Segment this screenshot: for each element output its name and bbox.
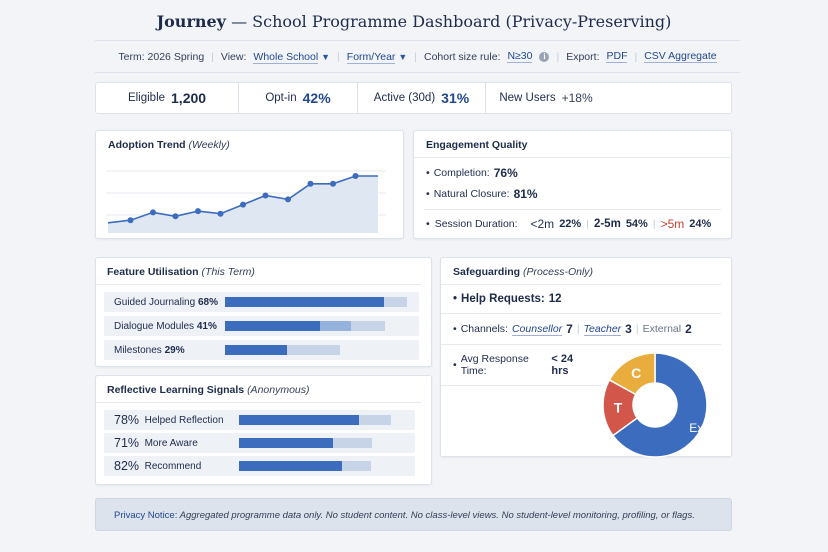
app-name: Journey [156,12,226,31]
adoption-trend-card: Adoption Trend (Weekly) [95,130,404,239]
counsellor-link[interactable]: Counsellor [511,322,563,336]
trend-point [240,201,246,208]
trend-point [217,210,224,217]
caret-down-icon: ▼ [398,51,408,62]
feature-row: Dialogue Modules 41% [104,316,419,336]
engagement-quality-card: Engagement Quality • Completion: 76% • N… [413,130,732,239]
trend-point [262,192,269,199]
caret-down-icon: ▼ [321,51,331,62]
view-value: Whole School [253,50,319,64]
feature-bar [225,297,407,307]
trend-point [307,180,314,187]
view-label: View: [220,50,247,63]
completion-stat: • Completion: 76% [426,166,518,180]
privacy-notice: Privacy Notice: Aggregated programme dat… [95,498,732,531]
trend-point [285,196,291,203]
feature-bar-fill [225,321,321,331]
donut-label: Ext [689,421,707,435]
adoption-line-chart [106,170,386,233]
signal-bar [239,438,372,448]
filter-bar: Term: 2026 Spring | View: Whole School ▼ |… [95,40,740,73]
feature-bar [225,321,385,331]
response-time-stat: • Avg Response Time: < 24 hrs [441,353,601,386]
signal-row: 82% Recommend [104,456,415,476]
export-pdf-link[interactable]: PDF [606,50,628,63]
help-requests-stat: • Help Requests: 12 [441,293,721,314]
feature-bar [225,345,340,355]
channels-stat: • Channels: Counsellor 7 | Teacher 3 | Externa… [441,322,721,345]
export-csv-link[interactable]: CSV Aggregate [644,50,717,63]
teacher-link[interactable]: Teacher [583,322,622,336]
closure-stat: • Natural Closure: 81% [424,187,721,210]
donut-label: T [614,399,623,415]
reflective-signals-card: Reflective Learning Signals (Anonymous) … [95,375,432,485]
cohort-label: Cohort size rule: [424,50,501,63]
feature-bar-fill [225,345,287,355]
feature-row: Milestones 29% [104,340,419,360]
form-year-dropdown[interactable]: Form/Year ▼ [346,50,408,64]
trend-point [330,180,336,187]
title-text: — School Programme Dashboard (Privacy-Pr… [225,12,672,31]
donut-slice-c [608,352,656,396]
signal-bar-fill [239,415,359,425]
feature-bar-fill [225,297,384,307]
signal-row: 71% More Aware [104,433,415,453]
donut-slice-ext [611,352,708,458]
trend-point [195,208,201,215]
session-duration-stat: • Session Duration: <2m 22% | 2-5m 54% | >5m 24… [426,217,712,231]
export-label: Export: [566,50,600,63]
kpi-active: Active (30d) 31% [358,83,486,113]
signal-bar [239,461,371,471]
term-label: Term: 2026 Spring [118,50,205,63]
trend-point [352,173,359,179]
safeguarding-card: Safeguarding (Process-Only) • Help Reque… [440,257,732,458]
view-dropdown[interactable]: Whole School ▼ [253,50,331,64]
trend-point [150,209,156,216]
form-value: Form/Year [346,50,396,64]
feature-utilisation-card: Feature Utilisation (This Term) Guided J… [95,257,432,367]
donut-label: C [631,365,641,381]
kpi-eligible: Eligible 1,200 [96,83,239,113]
cohort-value[interactable]: N≥30 [507,50,533,63]
kpi-new-users: New Users +18% [499,91,593,105]
info-icon[interactable]: i [539,51,550,62]
trend-point [172,213,179,220]
feature-row: Guided Journaling 68% [104,292,419,312]
channels-donut-chart: Ext T C [602,352,708,458]
trend-point [127,217,134,224]
signal-row: 78% Helped Reflection [104,410,415,430]
signal-bar-fill [239,461,342,471]
signal-bar-fill [239,438,333,448]
page-title: Journey — School Programme Dashboard (Pr… [0,12,828,31]
signal-bar [239,415,391,425]
